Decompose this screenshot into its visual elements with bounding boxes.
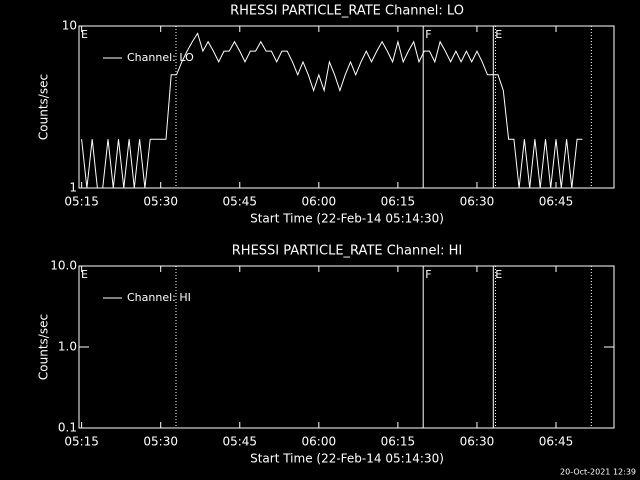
footer: 20-Oct-2021 12:39: [560, 468, 636, 477]
y-tick-label: 0.1: [58, 421, 77, 435]
plot-frame: [78, 25, 615, 189]
event-label: E: [495, 268, 502, 281]
x-tick-label: 05:45: [222, 435, 257, 449]
x-tick-label: 06:15: [381, 435, 416, 449]
x-tick-label: 06:00: [302, 435, 337, 449]
x-axis-label: Start Time (22-Feb-14 05:14:30): [250, 212, 444, 226]
event-label: E: [81, 268, 88, 281]
x-tick-label: 05:15: [64, 435, 99, 449]
y-axis-label: Counts/sec: [37, 74, 51, 140]
legend-label: Channel: HI: [127, 291, 191, 304]
y-tick-label: 10: [62, 19, 77, 33]
event-label: F: [425, 268, 431, 281]
x-tick-label: 05:15: [64, 195, 99, 209]
event-label: E: [81, 28, 88, 41]
x-tick-label: 05:45: [222, 195, 257, 209]
chart-title: RHESSI PARTICLE_RATE Channel: LO: [230, 4, 464, 19]
event-label: E: [495, 28, 502, 41]
y-tick-label: 10.0: [50, 259, 77, 273]
x-tick-label: 06:30: [460, 195, 495, 209]
y-tick-label: 1.0: [58, 340, 77, 354]
y-tick-label: 1: [69, 181, 77, 195]
x-tick-label: 06:45: [539, 195, 574, 209]
x-tick-label: 06:00: [302, 195, 337, 209]
x-tick-label: 06:30: [460, 435, 495, 449]
y-axis-label: Counts/sec: [37, 314, 51, 380]
series-line: [81, 32, 583, 189]
chart-title: RHESSI PARTICLE_RATE Channel: HI: [232, 244, 462, 259]
event-label: F: [425, 28, 431, 41]
legend-label: Channel: LO: [127, 51, 194, 64]
x-tick-label: 06:15: [381, 195, 416, 209]
x-axis-label: Start Time (22-Feb-14 05:14:30): [250, 452, 444, 466]
x-tick-label: 05:30: [143, 195, 178, 209]
x-tick-label: 05:30: [143, 435, 178, 449]
x-tick-label: 06:45: [539, 435, 574, 449]
